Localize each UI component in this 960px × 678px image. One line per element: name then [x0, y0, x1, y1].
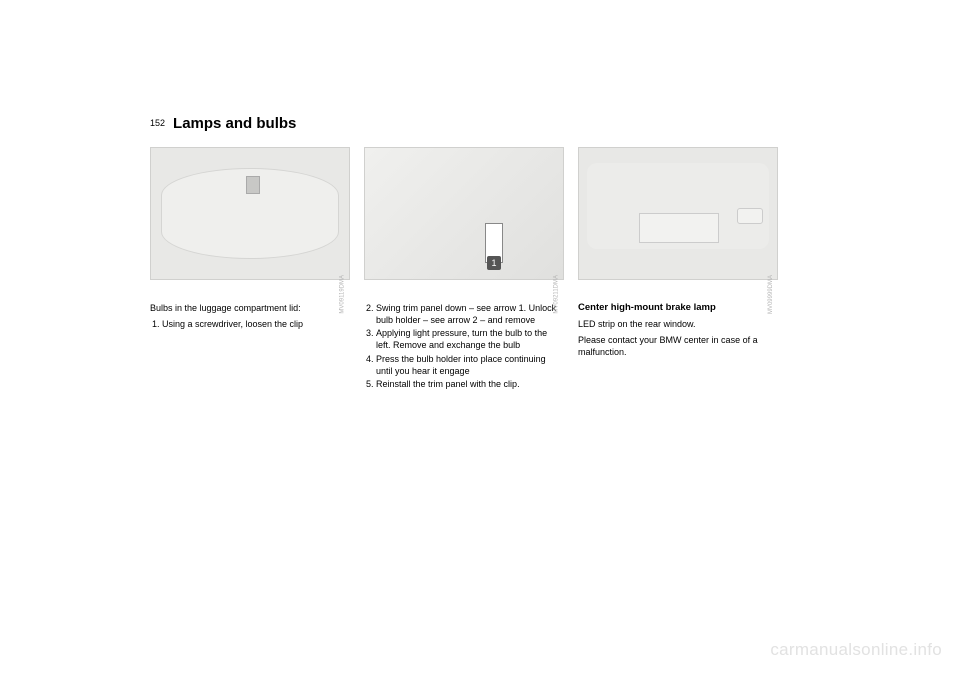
figure-plate-shape [639, 213, 719, 243]
col3-line1: LED strip on the rear window. [578, 318, 778, 330]
col2-text: Swing trim panel down – see arrow 1. Unl… [364, 302, 564, 390]
arrow-badge: 1 [487, 256, 501, 270]
step-4: Press the bulb holder into place continu… [376, 353, 564, 377]
header-row: 152 Lamps and bulbs [150, 115, 790, 132]
figure-code: MV09211DMA [554, 275, 560, 314]
manual-page: 152 Lamps and bulbs MV09119DMA Bulbs in … [150, 115, 790, 391]
content-columns: MV09119DMA Bulbs in the luggage compartm… [150, 147, 790, 391]
page-title: Lamps and bulbs [173, 115, 296, 132]
step-5: Reinstall the trim panel with the clip. [376, 378, 564, 390]
col2-list: Swing trim panel down – see arrow 1. Unl… [364, 302, 564, 390]
col1-list: Using a screwdriver, loosen the clip [150, 318, 350, 330]
figure-trim-panel: 1 MV09211DMA [364, 147, 564, 280]
column-2: 1 MV09211DMA Swing trim panel down – see… [364, 147, 564, 391]
figure-code: MV09119DMA [340, 275, 346, 314]
figure-luggage-lid: MV09119DMA [150, 147, 350, 280]
step-3: Applying light pressure, turn the bulb t… [376, 327, 564, 351]
step-2: Swing trim panel down – see arrow 1. Unl… [376, 302, 564, 326]
figure-rear-window: MV09999DMA [578, 147, 778, 280]
figure-clip-icon [246, 176, 260, 194]
figure-panel-shape [365, 148, 563, 279]
figure-code: MV09999DMA [768, 275, 774, 314]
column-1: MV09119DMA Bulbs in the luggage compartm… [150, 147, 350, 391]
watermark: carmanualsonline.info [770, 640, 942, 660]
col1-intro: Bulbs in the luggage compartment lid: [150, 302, 350, 314]
col3-heading: Center high-mount brake lamp [578, 302, 778, 315]
col3-text: Center high-mount brake lamp LED strip o… [578, 302, 778, 358]
col3-line2: Please contact your BMW center in case o… [578, 334, 778, 358]
step-1: Using a screwdriver, loosen the clip [162, 318, 350, 330]
figure-taillight-shape [737, 208, 763, 224]
page-number: 152 [150, 118, 165, 128]
column-3: MV09999DMA Center high-mount brake lamp … [578, 147, 778, 391]
col1-text: Bulbs in the luggage compartment lid: Us… [150, 302, 350, 330]
